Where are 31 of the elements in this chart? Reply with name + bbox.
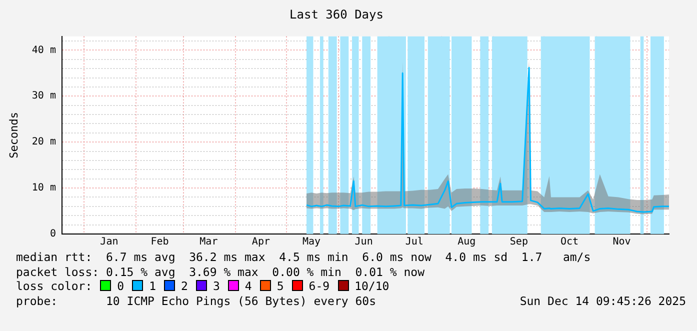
x-tick-label: Sep (510, 236, 528, 248)
y-tick-label: 10 m (32, 182, 56, 194)
legend-label: 6-9 (308, 279, 330, 294)
y-tick-label: 30 m (32, 90, 56, 102)
legend-label: 10/10 (354, 279, 390, 294)
y-tick-label: 40 m (32, 44, 56, 56)
x-tick-label: Jun (354, 236, 373, 248)
legend-label: 3 (212, 279, 220, 294)
text: probe: 10 ICMP Echo Pings (56 Bytes) every 60s (16, 294, 376, 308)
x-tick-label: Mar (200, 236, 218, 248)
x-tick-label: Jul (405, 236, 424, 248)
x-tick-label: May (302, 236, 321, 248)
legend-label: 0 (116, 279, 124, 294)
legend-label: 4 (244, 279, 252, 294)
legend-label: 5 (276, 279, 284, 294)
x-tick-label: Apr (252, 236, 270, 248)
text: Sun Dec 14 09:45:26 2025 (520, 294, 686, 308)
legend-label: 1 (148, 279, 156, 294)
text: packet loss: 0.15 % avg 3.69 % max 0.00 % min 0.01 % now (16, 264, 426, 279)
y-tick-label: 20 m (32, 136, 56, 148)
x-tick-label: Nov (612, 236, 631, 248)
text: median rtt: 6.7 ms avg 36.2 ms max 4.5 ms min 6.0 ms now 4.0 ms sd 1.7 am/s (16, 250, 592, 264)
y-axis-title: Seconds (7, 112, 20, 158)
x-tick-label: Feb (150, 236, 169, 248)
legend-label: 2 (180, 279, 188, 294)
text: loss color: (16, 279, 92, 293)
x-tick-label: Aug (458, 236, 476, 248)
x-tick-label: Jan (100, 236, 118, 248)
x-tick-label: Oct (560, 236, 579, 248)
chart-title: Last 360 Days (290, 7, 384, 22)
y-tick-label: 0 (50, 228, 56, 240)
